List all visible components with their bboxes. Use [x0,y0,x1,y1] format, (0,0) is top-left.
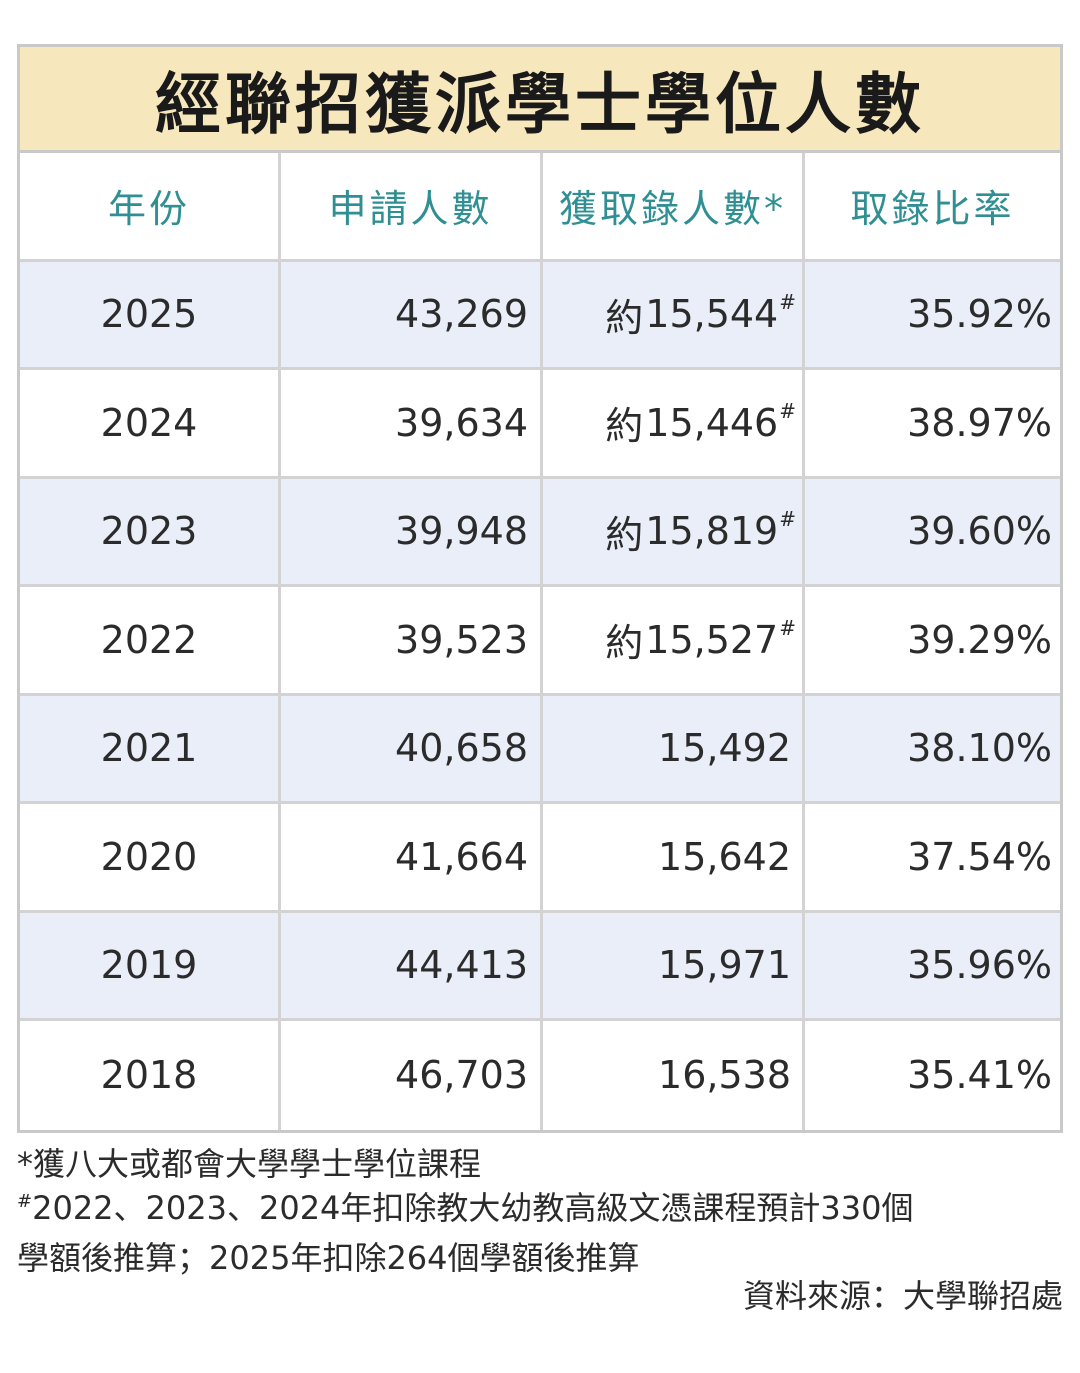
hash-mark: # [779,398,796,423]
footnote-hash-mark: # [17,1191,33,1212]
table-row: 2018 46,703 16,538 35.41% [20,1021,1060,1130]
cell-admitted: 約 15,527 # [543,587,805,693]
approx-prefix: 約 [605,512,644,557]
cell-applicants: 44,413 [281,912,543,1018]
cell-admitted: 約 15,819 # [543,478,805,584]
hash-mark: # [779,615,796,640]
admitted-value: 15,446 [645,400,779,445]
header-rate: 取錄比率 [850,187,1015,232]
approx-prefix: 約 [605,621,644,666]
cell-admitted: 15,971 [543,912,805,1018]
cell-rate: 37.54% [907,834,1052,879]
cell-rate: 38.10% [907,726,1052,771]
cell-applicants: 46,703 [281,1021,543,1130]
hash-mark: # [779,507,796,532]
footnote-hash: #2022、2023、2024年扣除教大幼教高級文憑課程預計330個 [17,1186,1067,1236]
admitted-value: 15,492 [658,726,791,771]
cell-rate: 35.92% [907,292,1052,337]
admitted-value: 15,642 [658,834,791,879]
cell-year: 2018 [20,1021,281,1130]
approx-prefix: 約 [605,404,644,449]
cell-applicants: 40,658 [281,695,543,801]
cell-applicants: 39,634 [281,370,543,476]
cell-admitted: 約 15,544 # [543,261,805,367]
cell-rate: 38.97% [907,400,1052,445]
cell-rate: 35.41% [907,1053,1052,1098]
header-admitted: 獲取錄人數* [543,153,805,259]
approx-prefix: 約 [605,295,644,340]
admitted-value: 15,819 [645,509,779,554]
admitted-value: 15,527 [645,617,779,662]
cell-rate: 39.29% [907,617,1052,662]
cell-year: 2022 [20,587,281,693]
admissions-table: 經聯招獲派學士學位人數 年份 申請人數 獲取錄人數* 取錄比率 2025 43,2… [17,44,1063,1133]
header-year: 年份 [20,153,281,259]
admitted-value: 15,971 [658,943,791,988]
table-row: 2019 44,413 15,971 35.96% [20,912,1060,1021]
footnotes: *獲八大或都會大學學士學位課程 #2022、2023、2024年扣除教大幼教高級… [17,1142,1067,1280]
cell-admitted: 16,538 [543,1021,805,1130]
table-row: 2022 39,523 約 15,527 #39.29% [20,587,1060,696]
table-row: 2025 43,269 約 15,544 #35.92% [20,261,1060,370]
table-row: 2020 41,664 15,642 37.54% [20,804,1060,913]
cell-admitted: 15,492 [543,695,805,801]
cell-year: 2023 [20,478,281,584]
footnote-hash-continued: 學額後推算；2025年扣除264個學額後推算 [17,1239,640,1277]
header-applicants: 申請人數 [281,153,543,259]
cell-year: 2020 [20,804,281,910]
cell-rate: 39.60% [907,509,1052,554]
table-body: 2025 43,269 約 15,544 #35.92% 2024 39,634 約 15,44… [20,261,1060,1130]
table-row: 2021 40,658 15,492 38.10% [20,695,1060,804]
cell-admitted: 約 15,446 # [543,370,805,476]
cell-applicants: 39,948 [281,478,543,584]
hash-mark: # [779,290,796,315]
cell-year: 2025 [20,261,281,367]
cell-rate: 35.96% [907,943,1052,988]
cell-applicants: 39,523 [281,587,543,693]
table-row: 2023 39,948 約 15,819 #39.60% [20,478,1060,587]
footnote-hash-text: 2022、2023、2024年扣除教大幼教高級文憑課程預計330個 [32,1189,914,1227]
footnote-asterisk: *獲八大或都會大學學士學位課程 [17,1145,482,1183]
cell-year: 2024 [20,370,281,476]
table-header-row: 年份 申請人數 獲取錄人數* 取錄比率 [20,153,1060,262]
table-title-bar: 經聯招獲派學士學位人數 [20,47,1060,153]
data-source: 資料來源：大學聯招處 [742,1277,1063,1315]
cell-applicants: 43,269 [281,261,543,367]
cell-year: 2021 [20,695,281,801]
table-title: 經聯招獲派學士學位人數 [155,64,925,143]
table-row: 2024 39,634 約 15,446 #38.97% [20,370,1060,479]
cell-year: 2019 [20,912,281,1018]
cell-applicants: 41,664 [281,804,543,910]
cell-admitted: 15,642 [543,804,805,910]
admitted-value: 16,538 [658,1053,791,1098]
admitted-value: 15,544 [645,292,779,337]
